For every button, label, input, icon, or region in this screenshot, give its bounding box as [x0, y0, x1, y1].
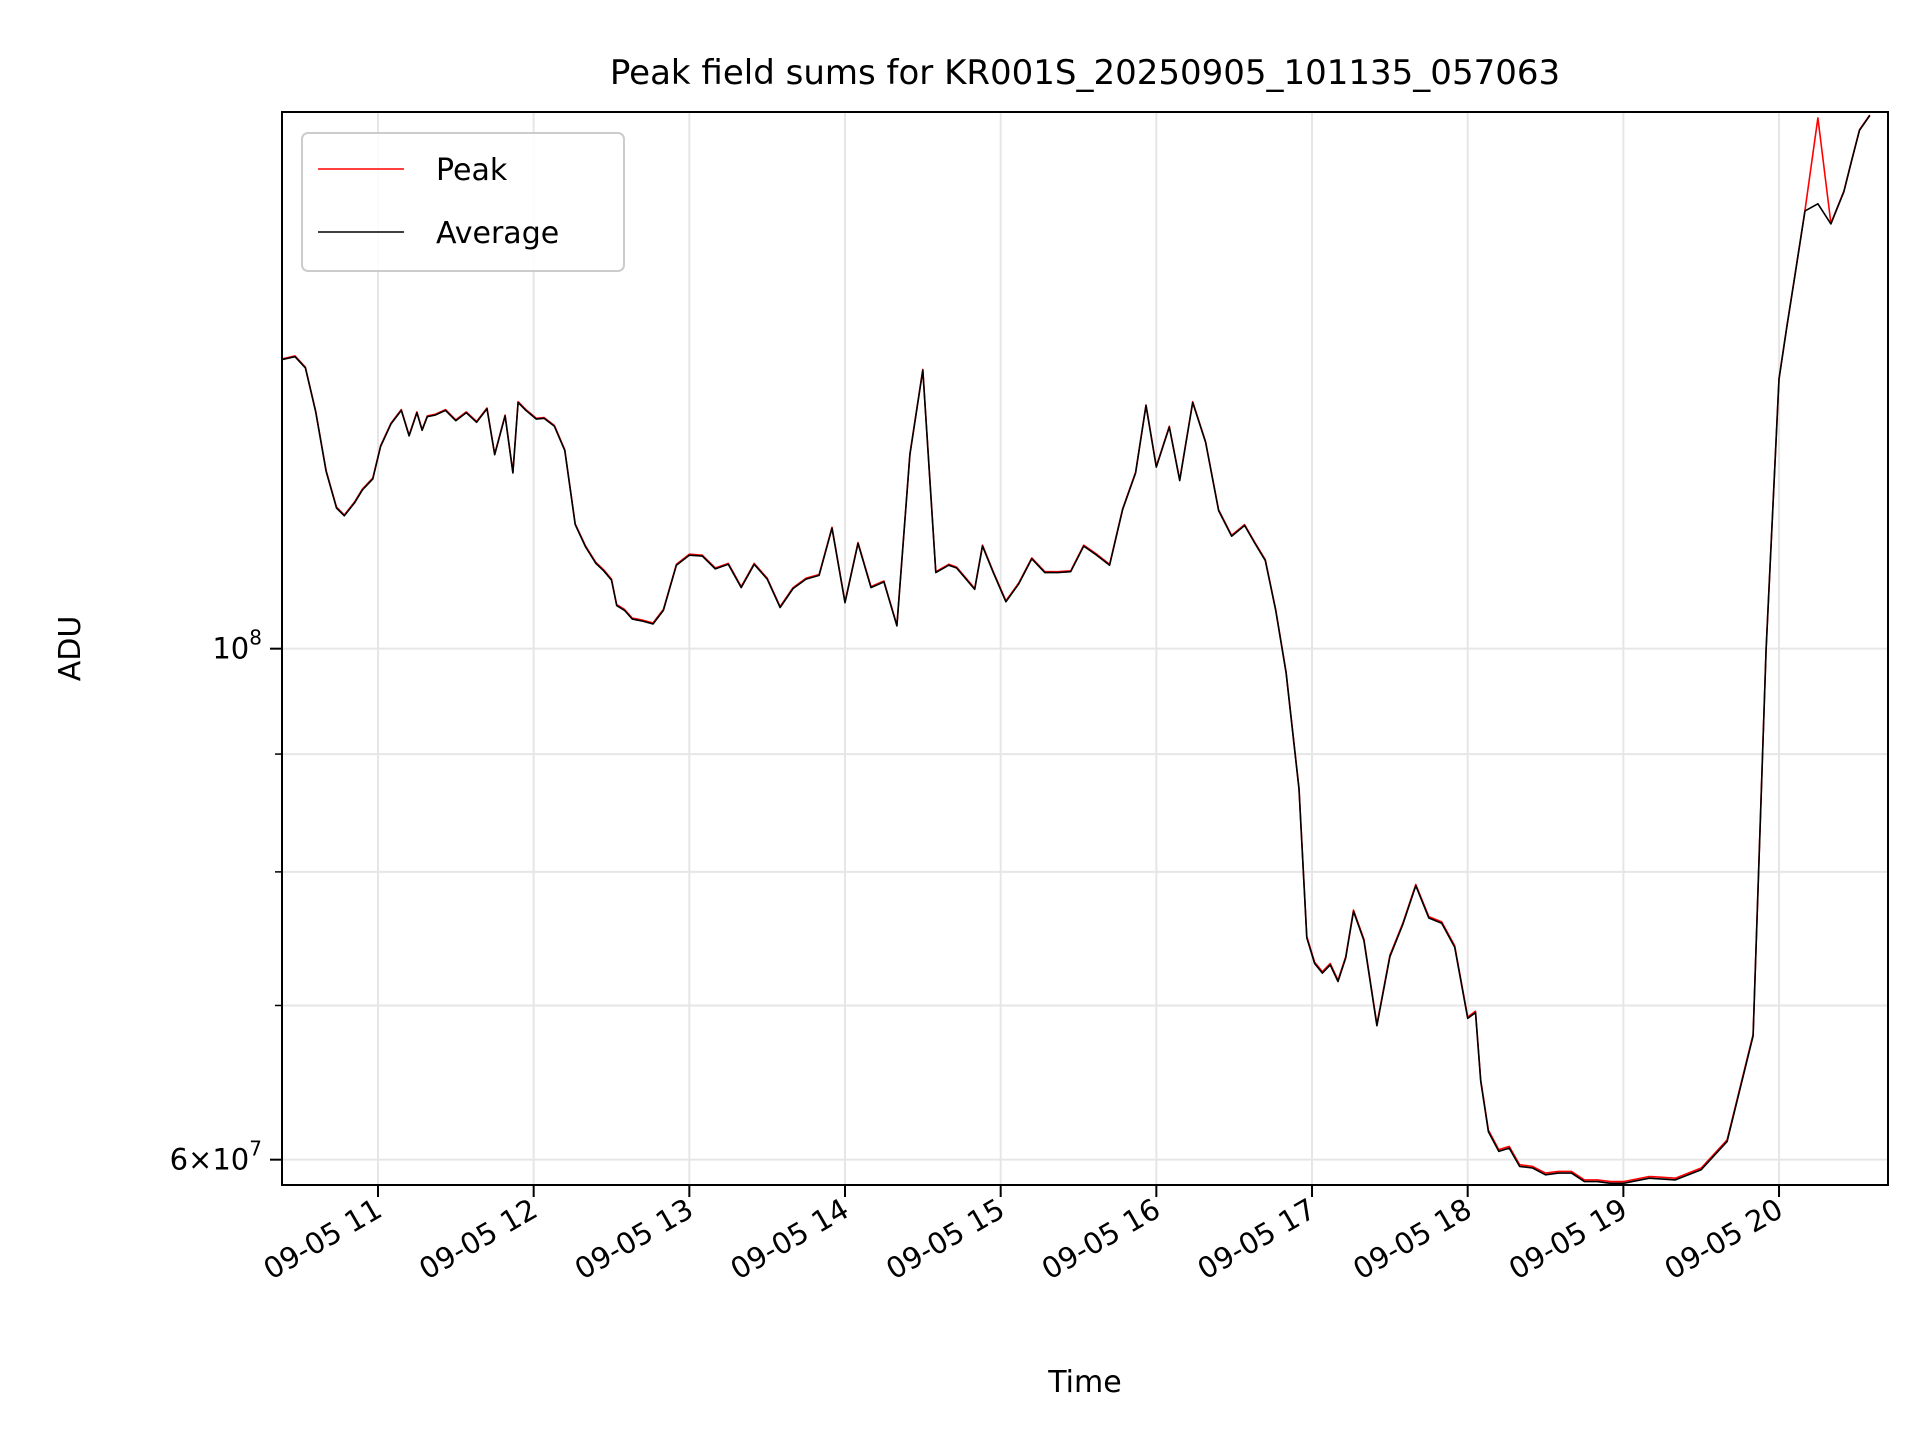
x-axis-label: Time — [1047, 1365, 1121, 1400]
legend-label-peak: Peak — [436, 153, 508, 188]
legend: Peak Average — [301, 132, 625, 272]
series-lines — [282, 114, 1871, 1185]
y-tick-label: 6×107 — [170, 1137, 262, 1177]
y-tick-label: 108 — [212, 626, 262, 666]
grid — [282, 112, 1888, 1185]
chart-title: Peak field sums for KR001S_20250905_1011… — [610, 53, 1560, 93]
legend-label-average: Average — [436, 216, 559, 251]
y-axis-label: ADU — [53, 616, 88, 682]
legend-box — [301, 132, 625, 272]
series-line-average — [282, 115, 1871, 1185]
